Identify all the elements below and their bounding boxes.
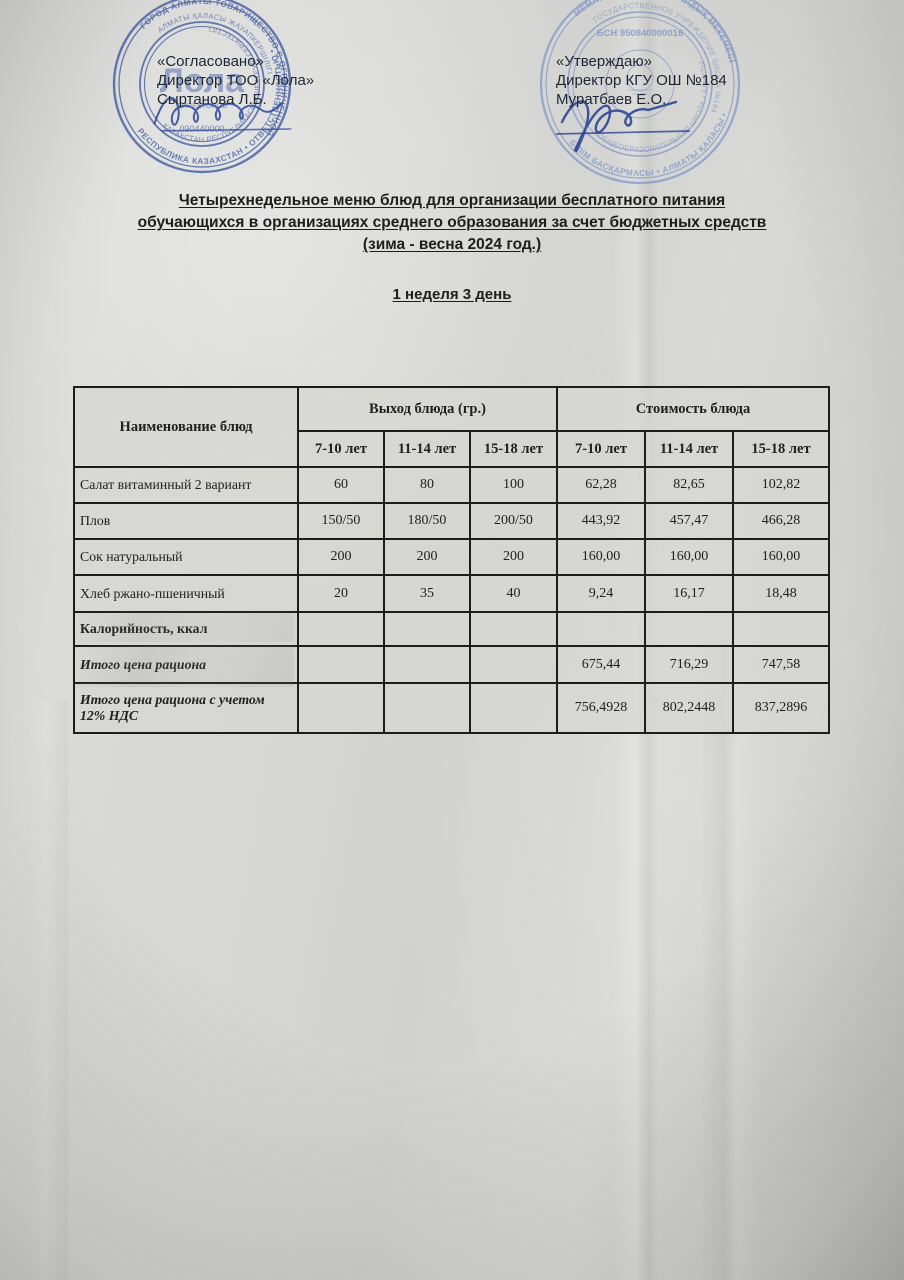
header-group-cost: Стоимость блюда — [556, 386, 830, 432]
header-cost-age-0: 7-10 лет — [556, 430, 646, 468]
cell-cost-2 — [732, 611, 830, 647]
approval-left-line-3: Сыртанова Л.Б. — [157, 91, 267, 108]
approval-right-line-2: Директор КГУ ОШ №184 — [556, 72, 727, 89]
menu-cost-table: Наименование блюд Выход блюда (гр.) Стои… — [73, 386, 830, 734]
header-output-age-2: 15-18 лет — [469, 430, 558, 468]
cell-output-2 — [469, 611, 558, 647]
cell-cost-0: 443,92 — [556, 502, 646, 540]
table-row: Итого цена рациона 675,44 716,29 747,58 — [73, 645, 830, 684]
header-group-output: Выход блюда (гр.) — [297, 386, 558, 432]
cell-output-0 — [297, 645, 385, 684]
cell-output-1 — [383, 645, 471, 684]
cell-cost-2: 18,48 — [732, 574, 830, 613]
header-cost-age-1: 11-14 лет — [644, 430, 734, 468]
header-output-age-0: 7-10 лет — [297, 430, 385, 468]
cell-output-1: 80 — [383, 466, 471, 504]
table-row: Калорийность, ккал — [73, 611, 830, 647]
approval-right-text: «Утверждаю» Директор КГУ ОШ №184 Муратба… — [556, 52, 727, 109]
table-header-row-ages: 7-10 лет 11-14 лет 15-18 лет 7-10 лет 11… — [74, 430, 830, 468]
cell-cost-2: 160,00 — [732, 538, 830, 576]
cell-output-2: 40 — [469, 574, 558, 613]
approval-right-line-1: «Утверждаю» — [556, 53, 652, 70]
cell-output-2 — [469, 645, 558, 684]
cell-cost-2: 102,82 — [732, 466, 830, 504]
page-title: Четырехнедельное меню блюд для организац… — [0, 190, 904, 256]
title-line-3: (зима - весна 2024 год.) — [362, 236, 542, 253]
cell-cost-1: 160,00 — [644, 538, 734, 576]
cell-dish-name: Калорийность, ккал — [73, 611, 299, 647]
cell-output-0: 200 — [297, 538, 385, 576]
cell-dish-name: Плов — [73, 502, 299, 540]
cell-output-1: 35 — [383, 574, 471, 613]
cell-cost-1: 457,47 — [644, 502, 734, 540]
approval-right-line-3: Муратбаев Е.О. — [556, 91, 667, 108]
cell-output-1: 200 — [383, 538, 471, 576]
table-row: Сок натуральный 200 200 200 160,00 160,0… — [73, 538, 830, 576]
cell-output-0 — [297, 682, 385, 734]
cell-cost-1: 802,2448 — [644, 682, 734, 734]
header-dish-name: Наименование блюд — [73, 386, 299, 468]
cell-output-2: 200 — [469, 538, 558, 576]
paper-crease-right — [700, 640, 760, 1280]
cell-cost-2: 747,58 — [732, 645, 830, 684]
approval-left-text: «Согласовано» Директор ТОО «Лола» Сыртан… — [157, 52, 314, 109]
cell-dish-name: Итого цена рациона с учетом 12% НДС — [73, 682, 299, 734]
cell-cost-0: 9,24 — [556, 574, 646, 613]
cell-output-0 — [297, 611, 385, 647]
table-row: Плов 150/50 180/50 200/50 443,92 457,47 … — [73, 502, 830, 540]
cell-output-0: 150/50 — [297, 502, 385, 540]
cell-dish-name: Итого цена рациона — [73, 645, 299, 684]
page-subtitle: 1 неделя 3 день — [0, 286, 904, 303]
cell-dish-name: Салат витаминный 2 вариант — [73, 466, 299, 504]
cell-output-0: 60 — [297, 466, 385, 504]
cell-cost-0: 160,00 — [556, 538, 646, 576]
table-row: Салат витаминный 2 вариант 60 80 100 62,… — [73, 466, 830, 504]
cell-output-2: 200/50 — [469, 502, 558, 540]
cell-cost-1: 716,29 — [644, 645, 734, 684]
title-line-1: Четырехнедельное меню блюд для организац… — [178, 192, 726, 209]
cell-dish-name: Сок натуральный — [73, 538, 299, 576]
table-row: Итого цена рациона с учетом 12% НДС 756,… — [73, 682, 830, 734]
cell-output-2 — [469, 682, 558, 734]
title-line-2: обучающихся в организациях среднего обра… — [137, 214, 767, 231]
cell-cost-2: 466,28 — [732, 502, 830, 540]
cell-cost-0: 62,28 — [556, 466, 646, 504]
cell-cost-2: 837,2896 — [732, 682, 830, 734]
cell-cost-1: 16,17 — [644, 574, 734, 613]
table-header-row-groups: Наименование блюд Выход блюда (гр.) Стои… — [73, 386, 830, 468]
cell-output-1 — [383, 682, 471, 734]
cell-output-2: 100 — [469, 466, 558, 504]
paper-crease-left — [28, 700, 68, 1280]
cell-output-1 — [383, 611, 471, 647]
header-output-age-1: 11-14 лет — [383, 430, 471, 468]
table-row: Хлеб ржано-пшеничный 20 35 40 9,24 16,17… — [73, 574, 830, 613]
cell-cost-1: 82,65 — [644, 466, 734, 504]
cell-output-0: 20 — [297, 574, 385, 613]
header-cost-age-2: 15-18 лет — [732, 430, 830, 468]
cell-cost-0: 756,4928 — [556, 682, 646, 734]
approval-left-line-2: Директор ТОО «Лола» — [157, 72, 315, 89]
cell-cost-1 — [644, 611, 734, 647]
subtitle-text: 1 неделя 3 день — [392, 286, 512, 303]
cell-cost-0: 675,44 — [556, 645, 646, 684]
cell-dish-name: Хлеб ржано-пшеничный — [73, 574, 299, 613]
cell-cost-0 — [556, 611, 646, 647]
approval-left-line-1: «Согласовано» — [157, 53, 264, 70]
cell-output-1: 180/50 — [383, 502, 471, 540]
